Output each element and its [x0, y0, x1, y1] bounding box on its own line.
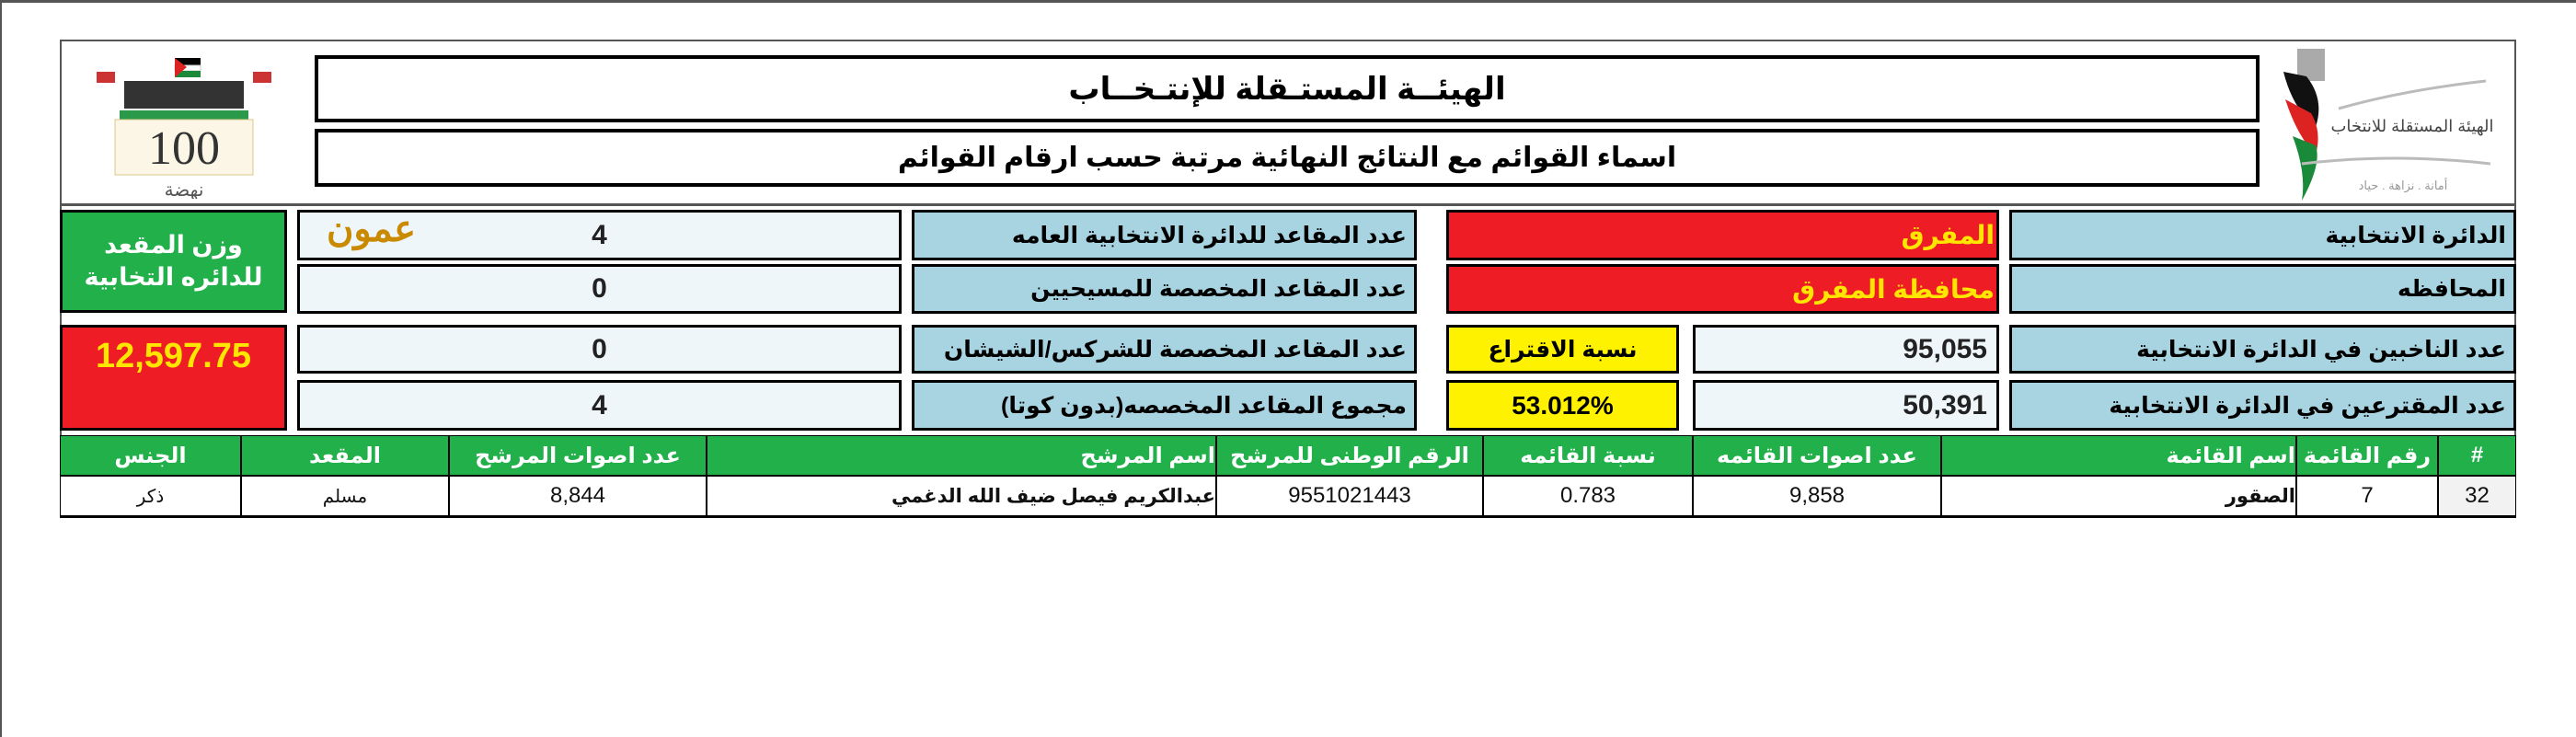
header-divider	[60, 203, 2516, 206]
voters-value: 95,055	[1693, 325, 1999, 374]
turnout-label: نسبة الاقتراع	[1446, 325, 1679, 374]
voters-label: عدد الناخبين في الدائرة الانتخابية	[2009, 325, 2516, 374]
voted-value: 50,391	[1693, 380, 1999, 431]
iec-logo: الهيئة المستقلة للانتخاب أمانة . نزاهة .…	[2265, 44, 2509, 201]
district-value: المفرق	[1446, 210, 1999, 260]
logo-number: 100	[148, 122, 220, 175]
ammon-watermark-logo: عمون	[327, 207, 417, 250]
seat-weight-label: وزن المقعد للدائره التخابية	[60, 210, 287, 313]
cell-list-votes: 9,858	[1693, 476, 1941, 518]
governorate-label: المحافظه	[2009, 264, 2516, 314]
col-header-index: #	[2438, 435, 2516, 476]
seat-weight-value: 12,597.75	[60, 325, 287, 431]
col-header-list-ratio: نسبة القائمه	[1483, 435, 1693, 476]
centennial-logo: 100 نهضة	[87, 44, 285, 201]
col-header-list-number: رقم القائمة	[2296, 435, 2438, 476]
circassian-seats-value: 0	[297, 325, 902, 374]
page-subtitle: اسماء القوائم مع النتائج النهائية مرتبة …	[315, 129, 2260, 187]
general-seats-value: 4	[297, 210, 902, 260]
iec-logo-motto: أمانة . نزاهة . حياد	[2359, 178, 2448, 193]
col-header-national-id: الرقم الوطنى للمرشح	[1216, 435, 1483, 476]
cell-index: 32	[2438, 476, 2516, 518]
logo-caption: نهضة	[165, 180, 204, 199]
cell-list-ratio: 0.783	[1483, 476, 1693, 518]
cell-list-name: الصقور	[1941, 476, 2296, 518]
col-header-candidate-name: اسم المرشح	[707, 435, 1216, 476]
cell-seat: مسلم	[241, 476, 449, 518]
cell-candidate-votes: 8,844	[449, 476, 707, 518]
cell-list-number: 7	[2296, 476, 2438, 518]
general-seats-label: عدد المقاعد للدائرة الانتخابية العامه	[912, 210, 1417, 260]
col-header-gender: الجنس	[60, 435, 241, 476]
col-header-candidate-votes: عدد اصوات المرشح	[449, 435, 707, 476]
circassian-seats-label: عدد المقاعد المخصصة للشركس/الشيشان	[912, 325, 1417, 374]
voted-label: عدد المقترعين في الدائرة الانتخابية	[2009, 380, 2516, 431]
cell-gender: ذكر	[60, 476, 241, 518]
district-label: الدائرة الانتخابية	[2009, 210, 2516, 260]
col-header-seat: المقعد	[241, 435, 449, 476]
governorate-value: محافظة المفرق	[1446, 264, 1999, 314]
page-title: الهيئــة المستـقلة للإنتـخــاب	[315, 55, 2260, 122]
iec-logo-name: الهيئة المستقلة للانتخاب	[2330, 117, 2493, 136]
cell-candidate-name: عبدالكريم فيصل ضيف الله الدغمي	[707, 476, 1216, 518]
col-header-list-name: اسم القائمة	[1941, 435, 2296, 476]
total-seats-value: 4	[297, 380, 902, 431]
christian-seats-value: 0	[297, 264, 902, 314]
turnout-value: 53.012%	[1446, 380, 1679, 431]
col-header-list-votes: عدد اصوات القائمه	[1693, 435, 1941, 476]
cell-national-id: 9551021443	[1216, 476, 1483, 518]
total-seats-label: مجموع المقاعد المخصصه(بدون كوتا)	[912, 380, 1417, 431]
christian-seats-label: عدد المقاعد المخصصة للمسيحيين	[912, 264, 1417, 314]
